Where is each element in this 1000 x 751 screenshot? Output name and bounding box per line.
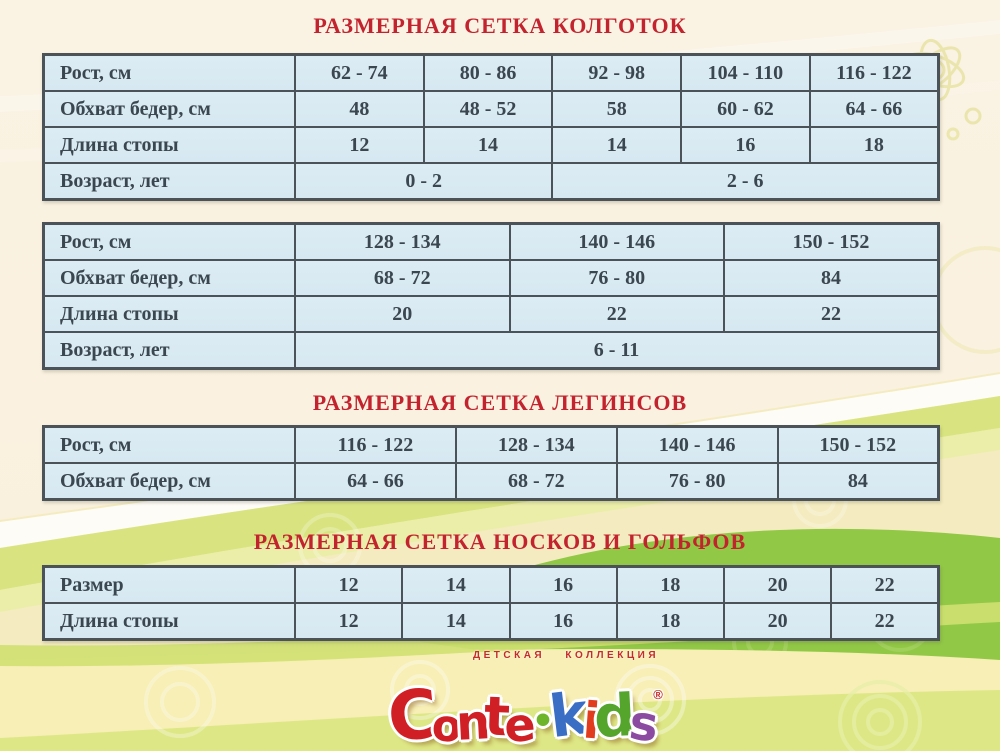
table-row: Рост, см 62 - 74 80 - 86 92 - 98 104 - 1… [42,53,940,92]
row-label-cell: Обхват бедер, см [42,90,296,128]
value-cell: 48 - 52 [422,90,554,128]
value-cell: 16 [508,602,618,641]
value-cell: 20 [294,295,511,333]
table-row: Размер 12 14 16 18 20 22 [42,565,940,604]
row-label-cell: Рост, см [42,53,296,92]
value-cell: 128 - 134 [294,222,511,261]
value-cell: 16 [680,126,811,164]
table-row: Возраст, лет 0 - 2 2 - 6 [42,162,940,201]
table-row: Возраст, лет 6 - 11 [42,331,940,370]
table-row: Рост, см 116 - 122 128 - 134 140 - 146 1… [42,425,940,464]
value-cell: 64 - 66 [808,90,940,128]
value-cell: 16 [508,565,618,604]
value-cell: 80 - 86 [422,53,554,92]
table-row: Обхват бедер, см 64 - 66 68 - 72 76 - 80… [42,462,940,501]
value-cell: 18 [615,602,726,641]
value-cell: 84 [723,259,940,297]
value-cell: 48 [294,90,425,128]
value-cell: 18 [808,126,940,164]
value-cell: 60 - 62 [680,90,811,128]
value-cell: 58 [551,90,683,128]
logo-tagline: ДЕТСКАЯ КОЛЛЕКЦИЯ [472,650,660,661]
row-label-cell: Длина стопы [42,602,296,641]
logo-wordmark: Conte•kids® [384,675,663,751]
row-label-cell: Обхват бедер, см [42,259,296,297]
value-cell-merged: 6 - 11 [294,331,940,370]
value-cell: 14 [551,126,683,164]
value-cell: 104 - 110 [680,53,811,92]
row-label-cell: Рост, см [42,425,296,464]
value-cell: 84 [776,462,940,501]
row-label-cell: Возраст, лет [42,331,296,370]
conte-kids-logo: ДЕТСКАЯ КОЛЛЕКЦИЯ Conte•kids® [317,650,737,751]
row-label-cell: Возраст, лет [42,162,296,201]
row-label-cell: Длина стопы [42,295,296,333]
row-label-cell: Размер [42,565,296,604]
value-cell: 150 - 152 [723,222,940,261]
row-label-cell: Рост, см [42,222,296,261]
value-cell: 140 - 146 [615,425,779,464]
value-cell: 12 [293,565,404,604]
value-cell: 128 - 134 [454,425,618,464]
value-cell: 18 [615,565,726,604]
tights-size-table-large: Рост, см 128 - 134 140 - 146 150 - 152 О… [42,222,940,370]
value-cell-merged: 0 - 2 [293,162,554,201]
table-row: Длина стопы 12 14 14 16 18 [42,126,940,164]
socks-size-table: Размер 12 14 16 18 20 22 Длина стопы 12 … [42,565,940,641]
row-label-cell: Обхват бедер, см [42,462,296,501]
value-cell: 116 - 122 [808,53,940,92]
value-cell: 14 [422,126,554,164]
value-cell: 150 - 152 [776,425,940,464]
value-cell: 116 - 122 [294,425,457,464]
row-label-cell: Длина стопы [42,126,296,164]
value-cell: 62 - 74 [294,53,425,92]
value-cell: 22 [830,565,940,604]
value-cell: 92 - 98 [551,53,683,92]
value-cell: 76 - 80 [615,462,779,501]
table-row: Длина стопы 20 22 22 [42,295,940,333]
value-cell: 22 [508,295,725,333]
value-cell: 64 - 66 [294,462,457,501]
value-cell: 68 - 72 [294,259,511,297]
value-cell: 14 [401,565,511,604]
table-row: Рост, см 128 - 134 140 - 146 150 - 152 [42,222,940,261]
table-row: Длина стопы 12 14 16 18 20 22 [42,602,940,641]
table-row: Обхват бедер, см 68 - 72 76 - 80 84 [42,259,940,297]
value-cell: 140 - 146 [508,222,725,261]
tights-size-table-small: Рост, см 62 - 74 80 - 86 92 - 98 104 - 1… [42,53,940,201]
value-cell-merged: 2 - 6 [551,162,940,201]
tights-section-title: РАЗМЕРНАЯ СЕТКА КОЛГОТОК [313,13,687,38]
value-cell: 76 - 80 [508,259,725,297]
value-cell: 14 [401,602,511,641]
logo-hyphen-dot: • [531,701,555,742]
value-cell: 12 [293,602,404,641]
value-cell: 20 [722,565,833,604]
leggings-section-title: РАЗМЕРНАЯ СЕТКА ЛЕГИНСОВ [312,390,688,415]
leggings-size-table: Рост, см 116 - 122 128 - 134 140 - 146 1… [42,425,940,501]
value-cell: 22 [723,295,940,333]
socks-section-title: РАЗМЕРНАЯ СЕТКА НОСКОВ И ГОЛЬФОВ [253,529,747,554]
registered-trademark-icon: ® [653,687,663,702]
value-cell: 20 [722,602,833,641]
value-cell: 22 [830,602,940,641]
table-row: Обхват бедер, см 48 48 - 52 58 60 - 62 6… [42,90,940,128]
value-cell: 12 [294,126,425,164]
value-cell: 68 - 72 [454,462,618,501]
